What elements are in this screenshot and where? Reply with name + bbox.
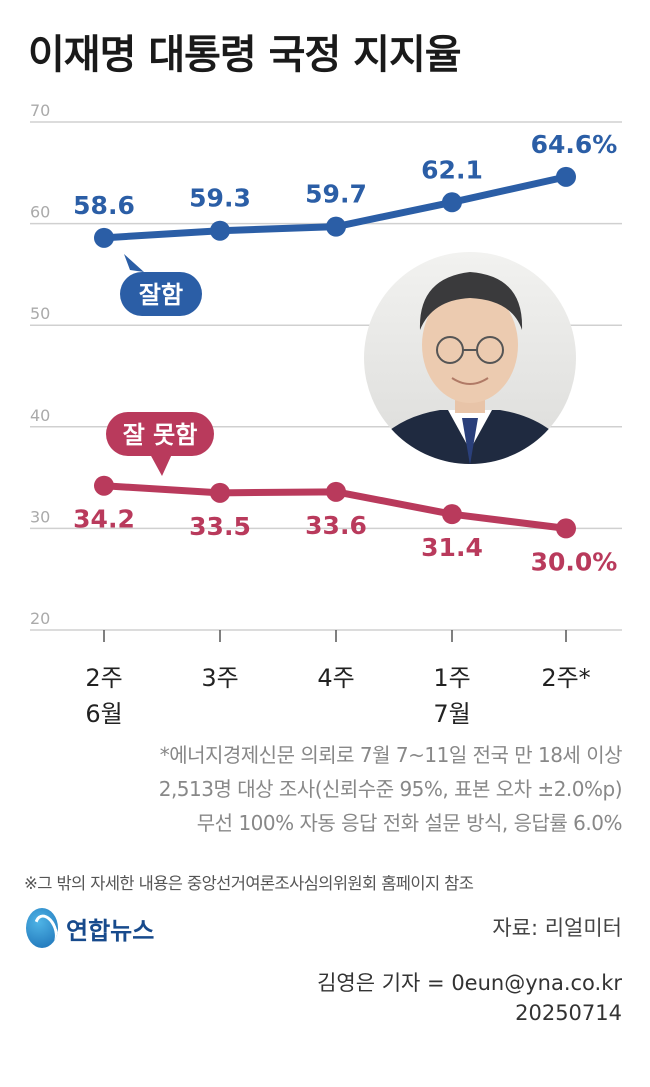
- data-point: [442, 504, 462, 525]
- data-label: 33.5: [189, 512, 251, 541]
- data-point: [442, 192, 462, 213]
- legend-label: 잘함: [139, 281, 183, 309]
- x-tick-label: 2주*: [541, 664, 590, 692]
- logo-text: 연합뉴스: [66, 916, 155, 945]
- data-point: [556, 518, 576, 539]
- data-label: 30.0%: [531, 547, 618, 576]
- legend-label: 잘 못함: [123, 421, 198, 449]
- line-chart: 20 30 40 50 60 70 58.6 59.3 59.7 62.1 64.6% 잘함 34.2…: [30, 101, 622, 728]
- portrait-photo: [364, 252, 576, 464]
- y-tick-label: 60: [30, 203, 50, 222]
- yonhap-logo-icon: [26, 908, 58, 948]
- legend-bubble-tail: [150, 454, 172, 476]
- data-label: 59.3: [189, 184, 251, 213]
- page-title: 이재명 대통령 국정 지지율: [28, 32, 462, 78]
- data-label: 58.6: [73, 191, 135, 220]
- legend-bubble: [120, 272, 202, 316]
- data-label: 62.1: [421, 155, 483, 184]
- x-tick-label: 3주: [201, 664, 238, 692]
- data-label: 59.7: [305, 180, 367, 209]
- credit: 김영은 기자 = 0eun@yna.co.kr 20250714: [317, 968, 622, 1028]
- legend-bubble-tail: [124, 254, 144, 272]
- y-tick-label: 40: [30, 406, 50, 425]
- x-tick-label: 2주: [85, 664, 122, 692]
- source-label: 자료: 리얼미터: [492, 916, 622, 940]
- x-month-label: 6월: [85, 700, 122, 728]
- y-tick-label: 70: [30, 101, 50, 120]
- data-label: 31.4: [421, 533, 483, 562]
- data-point: [326, 481, 346, 502]
- note-line: 2,513명 대상 조사(신뢰수준 95%, 표본 오차 ±2.0%p): [158, 777, 623, 801]
- data-point: [326, 216, 346, 237]
- data-point: [210, 482, 230, 503]
- y-tick-label: 50: [30, 304, 50, 323]
- note-line: 무선 100% 자동 응답 전화 설문 방식, 응답률 6.0%: [196, 811, 623, 835]
- survey-notes: *에너지경제신문 의뢰로 7월 7~11일 전국 만 18세 이상 2,513명…: [158, 738, 623, 840]
- x-month-label: 7월: [433, 700, 470, 728]
- legend-bubble: [106, 412, 214, 456]
- reporter-credit: 김영은 기자 = 0eun@yna.co.kr: [317, 971, 622, 995]
- data-label: 34.2: [73, 505, 135, 534]
- data-point: [94, 475, 114, 496]
- publish-date: 20250714: [515, 1001, 622, 1025]
- data-label: 64.6%: [531, 130, 618, 159]
- reference-note: ※그 밖의 자세한 내용은 중앙선거여론조사심의위원회 홈페이지 참조: [24, 874, 474, 893]
- x-tick-label: 4주: [317, 664, 354, 692]
- note-line: *에너지경제신문 의뢰로 7월 7~11일 전국 만 18세 이상: [159, 743, 623, 767]
- data-point: [94, 227, 114, 248]
- yonhap-logo: 연합뉴스: [26, 908, 154, 948]
- data-point: [210, 220, 230, 241]
- data-label: 33.6: [305, 511, 367, 540]
- y-tick-label: 30: [30, 507, 50, 526]
- x-tick-label: 1주: [433, 664, 470, 692]
- data-point: [556, 166, 576, 187]
- y-tick-label: 20: [30, 609, 50, 628]
